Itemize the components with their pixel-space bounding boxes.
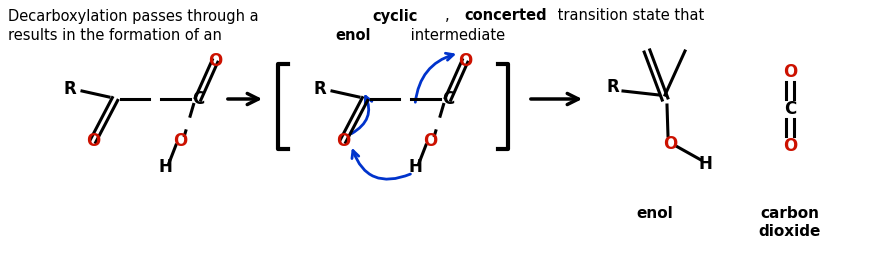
- Text: O: O: [783, 137, 797, 155]
- FancyArrowPatch shape: [352, 96, 372, 134]
- Text: C: C: [784, 100, 797, 118]
- Text: transition state that: transition state that: [554, 8, 704, 23]
- Text: R: R: [314, 80, 326, 98]
- Text: ,: ,: [445, 8, 454, 23]
- Text: O: O: [336, 132, 350, 150]
- Text: cyclic: cyclic: [372, 8, 417, 23]
- Text: intermediate: intermediate: [406, 27, 505, 43]
- Text: O: O: [86, 132, 100, 150]
- Text: O: O: [663, 135, 677, 153]
- Text: carbon: carbon: [760, 206, 820, 221]
- Text: O: O: [783, 63, 797, 81]
- Text: enol: enol: [637, 206, 673, 221]
- Text: R: R: [64, 80, 76, 98]
- Text: O: O: [208, 52, 222, 70]
- FancyArrowPatch shape: [416, 53, 454, 102]
- Text: H: H: [698, 155, 712, 173]
- Text: results in the formation of an: results in the formation of an: [8, 27, 227, 43]
- Text: enol: enol: [336, 27, 371, 43]
- Text: O: O: [423, 132, 437, 150]
- Text: O: O: [173, 132, 187, 150]
- Text: Decarboxylation passes through a: Decarboxylation passes through a: [8, 8, 263, 23]
- Text: C: C: [442, 90, 455, 108]
- Text: R: R: [607, 78, 619, 96]
- Text: H: H: [158, 158, 172, 176]
- Text: concerted: concerted: [464, 8, 548, 23]
- FancyArrowPatch shape: [352, 150, 410, 179]
- Text: C: C: [192, 90, 204, 108]
- Text: H: H: [408, 158, 422, 176]
- Text: dioxide: dioxide: [758, 224, 821, 238]
- Text: O: O: [458, 52, 472, 70]
